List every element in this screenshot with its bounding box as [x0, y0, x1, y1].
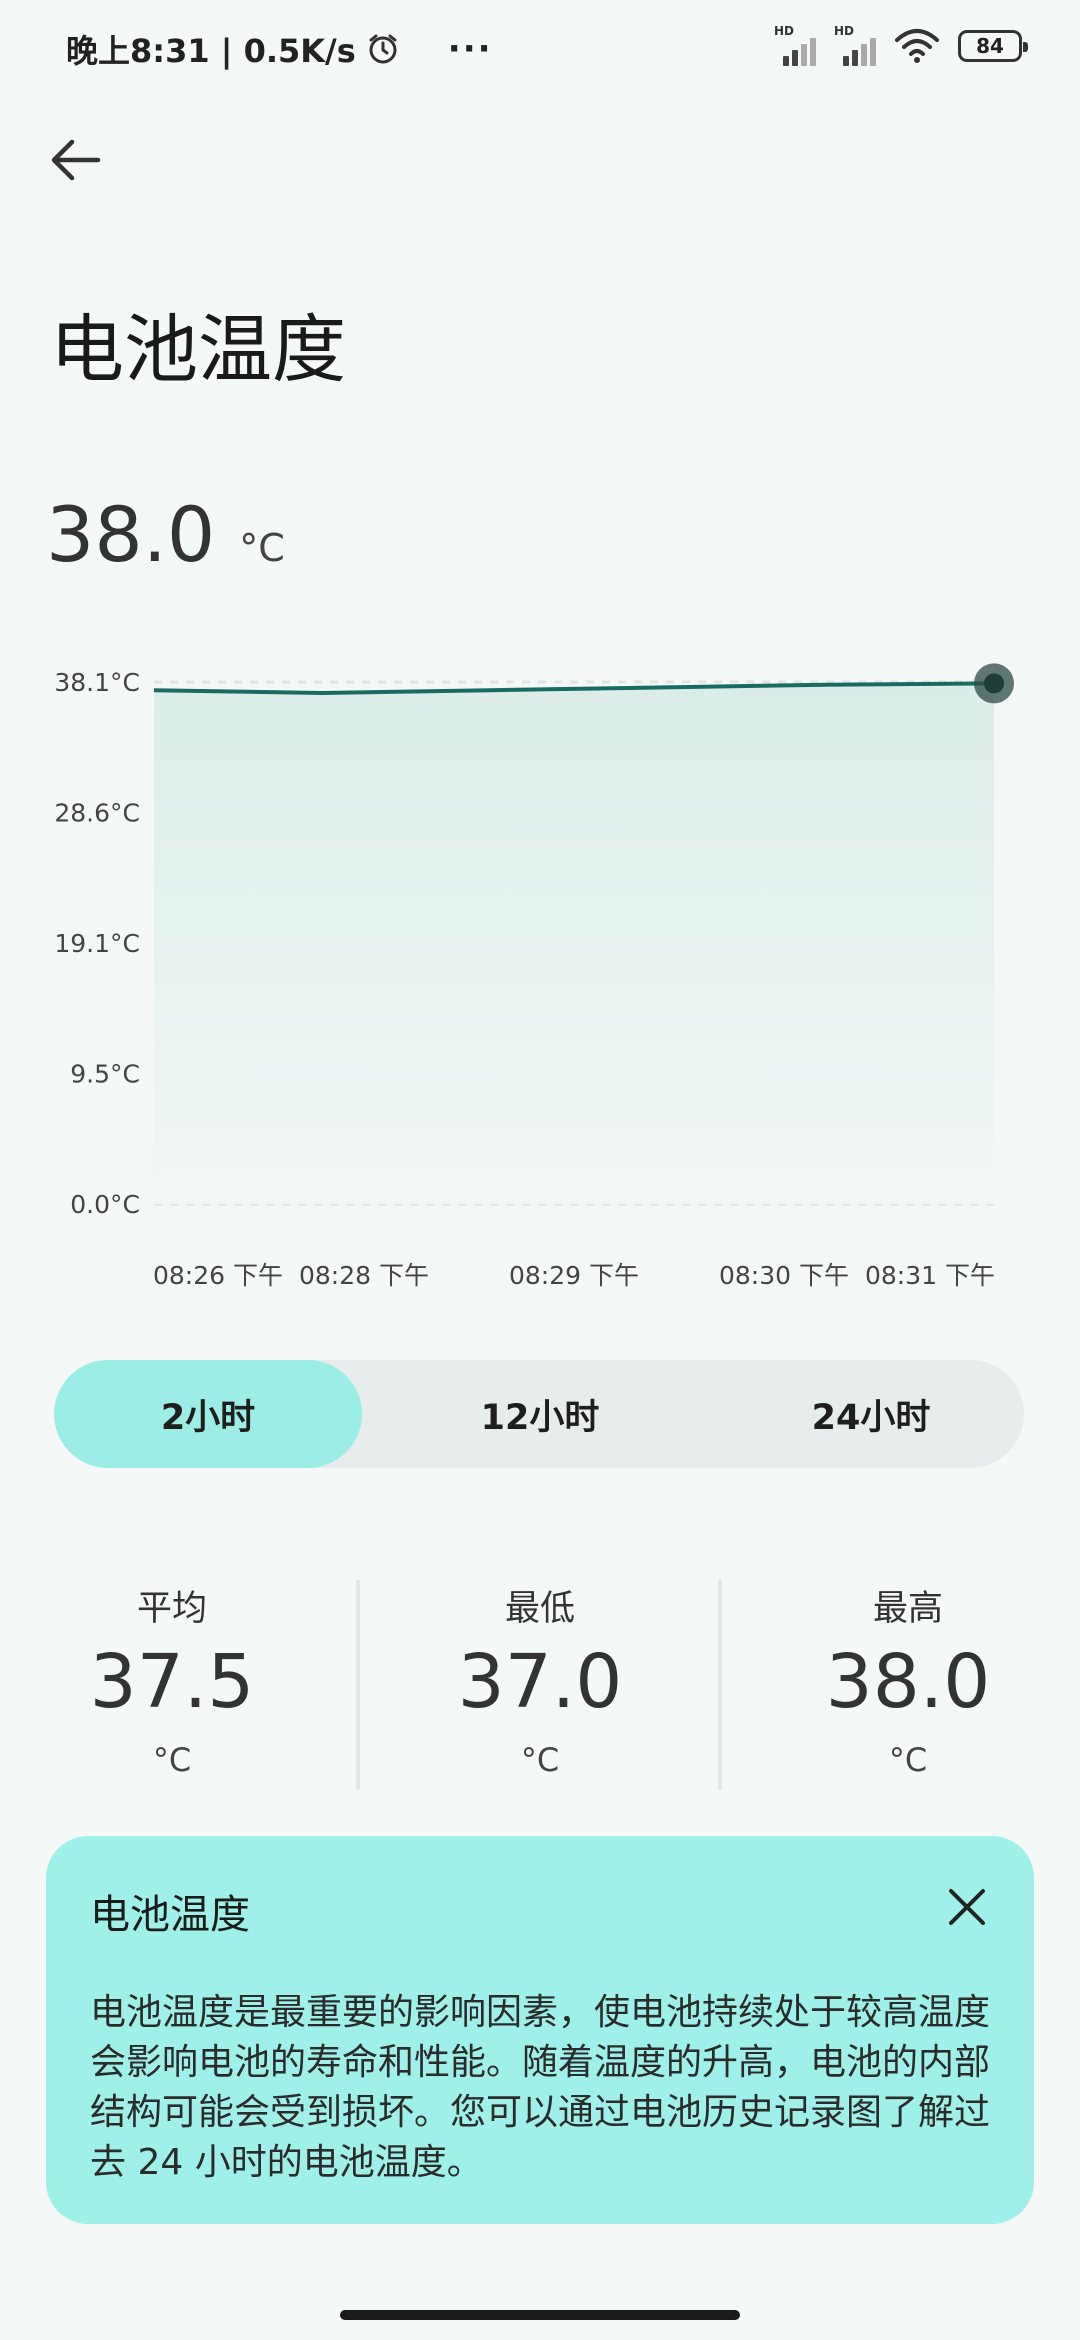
current-temperature-unit: °C — [239, 526, 285, 570]
info-card-title: 电池温度 — [90, 1892, 250, 1938]
y-tick-label: 0.0°C — [70, 1190, 140, 1219]
y-tick-label: 28.6°C — [54, 799, 140, 828]
stat-min: 最低 37.0 °C — [420, 1580, 660, 1779]
y-tick-label: 19.1°C — [54, 929, 140, 958]
alarm-icon — [366, 32, 400, 66]
y-tick-label: 38.1°C — [54, 668, 140, 697]
status-left: 晚上8:31 | 0.5K/s ··· — [66, 26, 493, 72]
info-card-body: 电池温度是最重要的影响因素，使电池持续处于较高温度会影响电池的寿命和性能。随着温… — [90, 1992, 991, 2183]
stat-min-unit: °C — [520, 1741, 560, 1779]
stat-min-value: 37.0 — [457, 1639, 623, 1725]
stat-average-label: 平均 — [136, 1589, 207, 1629]
signal-hd-icon: HD — [774, 24, 816, 66]
close-button[interactable] — [940, 1880, 994, 1934]
current-point-marker — [984, 673, 1004, 694]
x-tick-label: 08:29 下午 — [509, 1261, 639, 1290]
temperature-chart-svg: 38.1°C 28.6°C 19.1°C 9.5°C 0.0°C 08:26 下午 08:… — [54, 663, 1014, 1290]
range-selector: 2小时 12小时 24小时 — [54, 1360, 1024, 1468]
battery-level: 84 — [976, 34, 1004, 58]
stat-divider — [356, 1580, 360, 1790]
current-temperature-value: 38.0 — [46, 490, 216, 579]
range-tab-24h[interactable]: 24小时 — [811, 1397, 931, 1438]
status-time-speed: 晚上8:31 | 0.5K/s — [66, 32, 356, 70]
x-tick-label: 08:28 下午 — [299, 1261, 429, 1290]
stat-divider — [718, 1580, 722, 1790]
home-indicator[interactable] — [340, 2310, 740, 2320]
stat-max-unit: °C — [888, 1741, 928, 1779]
stat-average-value: 37.5 — [89, 1639, 255, 1725]
range-tab-2h[interactable]: 2小时 — [54, 1360, 362, 1468]
range-tab-12h[interactable]: 12小时 — [480, 1397, 600, 1438]
x-tick-label: 08:26 下午 — [153, 1261, 283, 1290]
x-tick-label: 08:30 下午 — [719, 1261, 849, 1290]
temperature-line — [153, 681, 995, 695]
signal-hd-icon-2: HD — [834, 24, 876, 66]
y-tick-label: 9.5°C — [70, 1060, 140, 1089]
x-tick-label: 08:31 下午 — [865, 1261, 995, 1290]
page-title: 电池温度 — [50, 307, 346, 393]
status-bar: 晚上8:31 | 0.5K/s ··· HD HD — [0, 0, 1080, 96]
stat-max-value: 38.0 — [825, 1639, 991, 1725]
stat-max: 最高 38.0 °C — [788, 1580, 1028, 1779]
stat-max-label: 最高 — [872, 1589, 943, 1629]
back-button[interactable] — [44, 128, 108, 192]
close-icon — [949, 1889, 985, 1925]
stat-average: 平均 37.5 °C — [52, 1580, 292, 1779]
temperature-stats: 平均 37.5 °C 最低 37.0 °C 最高 38.0 °C — [0, 1580, 1080, 1790]
more-notifications-icon: ··· — [447, 29, 493, 69]
stat-min-label: 最低 — [504, 1589, 575, 1629]
battery-icon: 84 — [958, 30, 1028, 62]
status-right: HD HD 84 — [774, 24, 1028, 66]
back-arrow-icon — [51, 139, 101, 181]
stat-average-unit: °C — [152, 1741, 192, 1779]
current-temperature: 38.0 °C — [46, 490, 285, 579]
temperature-chart: 38.1°C 28.6°C 19.1°C 9.5°C 0.0°C 08:26 下午 08:… — [0, 640, 1080, 1320]
temperature-area — [154, 683, 994, 1204]
wifi-icon — [894, 26, 940, 66]
info-card: 电池温度 电池温度是最重要的影响因素，使电池持续处于较高温度会影响电池的寿命和性… — [46, 1836, 1034, 2224]
